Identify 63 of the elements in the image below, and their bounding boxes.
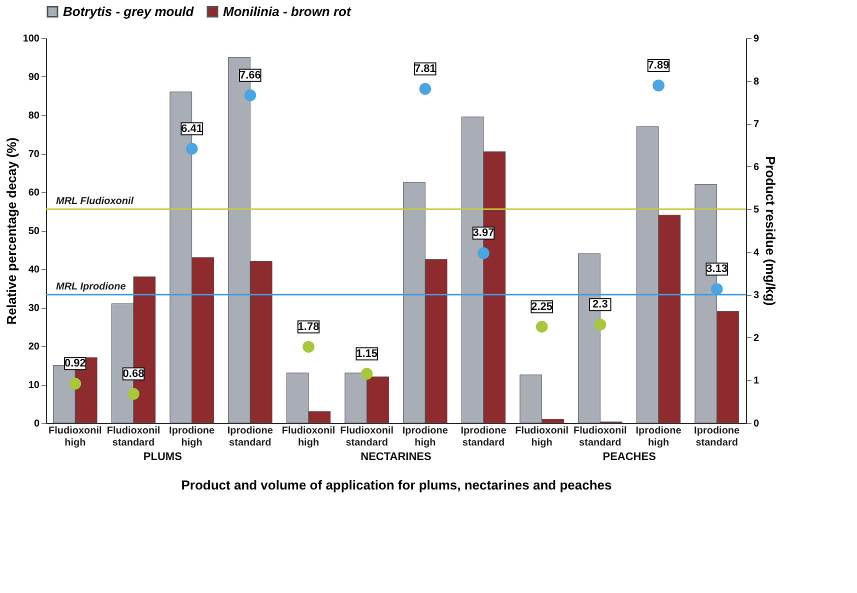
- text: NECTARINES: [360, 451, 432, 463]
- y2-tick-label: 5: [754, 204, 760, 216]
- data-label: 7.66: [239, 69, 261, 82]
- y-tick-label: 0: [34, 418, 40, 430]
- ref-line-label: MRL Fludioxonil: [56, 196, 134, 208]
- y-tick-label: 30: [28, 303, 40, 314]
- y-tick-label: 50: [28, 226, 40, 237]
- data-label: 1.15: [356, 348, 378, 360]
- y-tick-label: 90: [28, 72, 40, 83]
- x-tick-label: Fludioxonil standard: [106, 426, 160, 448]
- y-tick-label: 10: [28, 380, 40, 391]
- y2-tick-label: 2: [754, 332, 760, 344]
- y-tick-label: 60: [28, 188, 40, 198]
- y-tick-label: 100: [22, 34, 40, 44]
- x-tick-label: Fludioxonil high: [48, 426, 102, 448]
- x-tick-label: Fludioxonil high: [515, 426, 569, 448]
- point: [419, 83, 432, 95]
- data-label: 0.92: [64, 358, 86, 370]
- point: [594, 318, 606, 331]
- x-tick-label: Iprodione high: [169, 426, 216, 448]
- legend-label: Monilinia - brown rot: [223, 4, 352, 19]
- data-label: 2.3: [592, 298, 608, 311]
- x-tick-label: Fludioxonil high: [282, 426, 336, 448]
- y2-tick-label: 1: [754, 376, 760, 387]
- point: [244, 89, 256, 102]
- y-tick-label: 70: [28, 149, 40, 160]
- y2-tick-label: 0: [754, 418, 760, 430]
- ref-line-label: MRL Iprodione: [56, 282, 126, 293]
- y2-tick-label: 3: [754, 290, 760, 302]
- data-label: 6.41: [181, 122, 203, 135]
- point: [710, 283, 723, 296]
- y2-tick-label: 4: [754, 247, 760, 258]
- point: [128, 388, 140, 400]
- x-tick-label: Iprodione high: [636, 426, 682, 448]
- point: [478, 247, 490, 260]
- x-axis-title: Product and volume of application for plums, nectarines and peaches: [181, 478, 612, 492]
- y-tick-label: 80: [28, 110, 40, 122]
- text: PLUMS: [143, 451, 182, 463]
- point: [360, 368, 373, 380]
- point: [652, 80, 664, 92]
- point: [536, 320, 548, 333]
- y2-tick-label: 8: [754, 76, 760, 88]
- text: PEACHES: [602, 451, 656, 463]
- x-tick-label: Fludioxonil standard: [574, 426, 628, 448]
- x-tick-label: Iprodione standard: [460, 426, 507, 448]
- y-tick-label: 20: [28, 342, 40, 352]
- x-tick-label: Iprodione high: [402, 426, 448, 448]
- y-axis-title: Relative percentage decay (%): [4, 137, 19, 325]
- point: [302, 340, 314, 353]
- data-label: 3.13: [706, 263, 728, 276]
- data-label: 2.25: [531, 300, 553, 313]
- y2-tick-label: 6: [754, 162, 760, 173]
- point: [186, 142, 198, 155]
- y2-tick-label: 7: [754, 119, 760, 130]
- legend-label: Botrytis - grey mould: [63, 4, 195, 19]
- x-tick-label: Iprodione standard: [227, 426, 274, 448]
- y2-tick-label: 9: [754, 34, 760, 44]
- y2-axis-title: Product residue (mg/kg): [763, 156, 778, 306]
- y-tick-label: 40: [28, 264, 40, 276]
- data-label: 7.81: [414, 62, 436, 75]
- point: [69, 378, 82, 390]
- x-tick-label: Fludioxonil standard: [340, 426, 394, 448]
- x-tick-label: Iprodione standard: [694, 426, 740, 448]
